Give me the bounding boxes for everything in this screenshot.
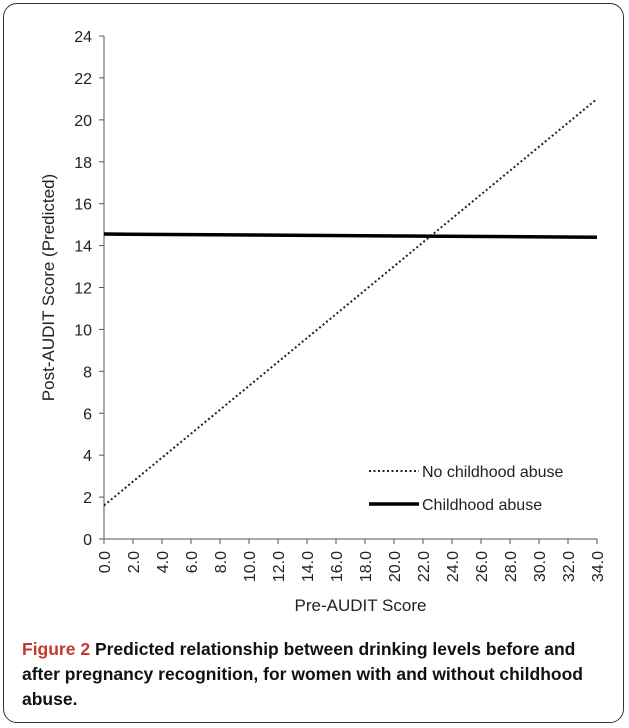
- x-tick-label: 18.0: [358, 551, 375, 582]
- x-tick-label: 4.0: [155, 551, 172, 573]
- x-tick-label: 22.0: [416, 551, 433, 582]
- x-tick-label: 10.0: [242, 551, 259, 582]
- x-tick-label: 6.0: [184, 551, 201, 573]
- caption-label: Figure 2: [22, 639, 91, 659]
- x-tick-label: 30.0: [532, 551, 549, 582]
- y-tick-label: 18: [74, 155, 92, 172]
- legend-label: Childhood abuse: [422, 497, 542, 514]
- x-tick-label: 20.0: [387, 551, 404, 582]
- x-tick-label: 26.0: [474, 551, 491, 582]
- series-line-no-childhood-abuse: [103, 98, 598, 507]
- x-tick-label: 32.0: [561, 551, 578, 582]
- y-tick-label: 0: [83, 532, 92, 549]
- y-tick-label: 10: [74, 322, 92, 339]
- x-tick-label: 34.0: [590, 551, 607, 582]
- y-tick-label: 6: [83, 406, 92, 423]
- y-tick-label: 4: [83, 448, 92, 465]
- figure-frame: 0 2 4 6 8 10 12 14 16 18 20 22 24 0.0 2.0 4.0 6.0 8.0 10.0…: [3, 3, 624, 723]
- x-tick-label: 8.0: [213, 551, 230, 573]
- x-tick-label: 12.0: [271, 551, 288, 582]
- y-tick-label: 24: [74, 29, 92, 46]
- x-tick-label: 0.0: [97, 551, 114, 573]
- y-tick-label: 14: [74, 239, 92, 256]
- x-tick-label: 14.0: [300, 551, 317, 582]
- x-tick-label: 24.0: [445, 551, 462, 582]
- y-tick-label: 16: [74, 197, 92, 214]
- y-axis-title: Post-AUDIT Score (Predicted): [39, 174, 58, 401]
- y-tick-label: 20: [74, 113, 92, 130]
- y-tick-label: 8: [83, 364, 92, 381]
- x-tick-label: 2.0: [126, 551, 143, 573]
- y-tick-label: 22: [74, 71, 92, 88]
- y-tick-label: 2: [83, 490, 92, 507]
- legend-label: No childhood abuse: [422, 464, 564, 481]
- x-tick-label: 28.0: [503, 551, 520, 582]
- caption-text: Predicted relationship between drinking …: [22, 639, 583, 709]
- x-axis-title: Pre-AUDIT Score: [295, 596, 427, 615]
- y-tick-label: 12: [74, 281, 92, 298]
- x-tick-label: 16.0: [329, 551, 346, 582]
- figure-caption: Figure 2 Predicted relationship between …: [22, 637, 612, 712]
- series-line-childhood-abuse: [103, 232, 598, 239]
